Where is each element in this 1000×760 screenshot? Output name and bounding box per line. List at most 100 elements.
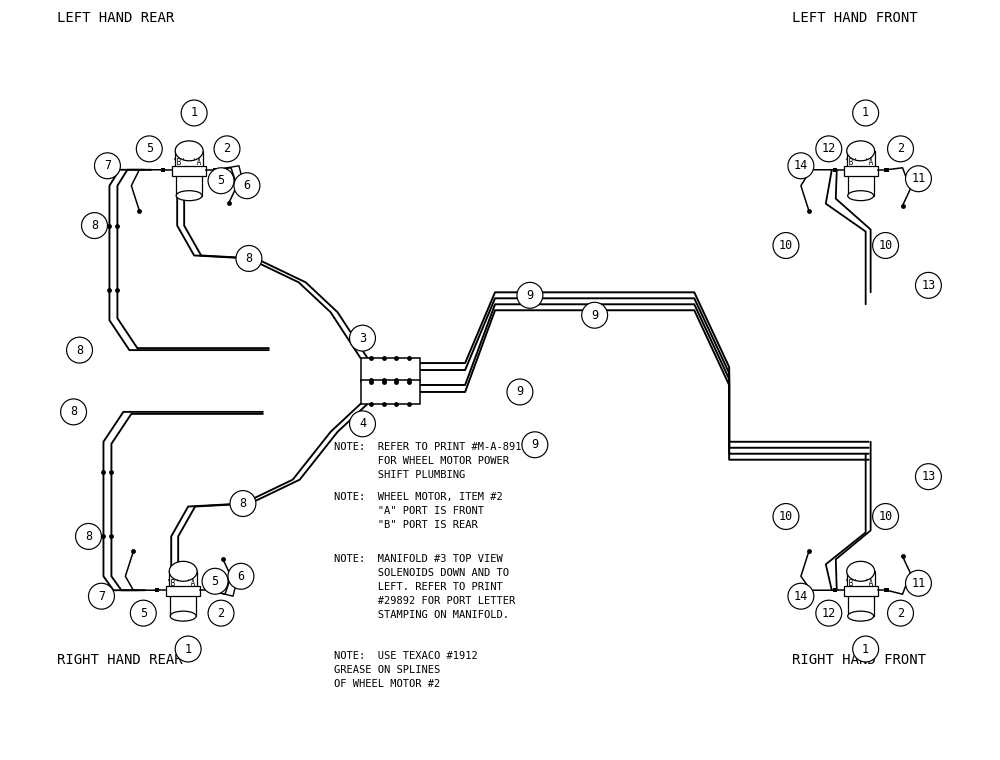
Text: 'B': 'B': [844, 158, 858, 167]
Ellipse shape: [847, 562, 875, 581]
Text: 6: 6: [243, 179, 250, 192]
Text: 'B': 'B': [166, 578, 180, 587]
Circle shape: [773, 504, 799, 530]
Text: 'A': 'A': [192, 158, 206, 167]
Circle shape: [236, 245, 262, 271]
Bar: [847, 150, 875, 169]
Bar: [213, 167, 217, 172]
Circle shape: [234, 173, 260, 198]
Text: 4: 4: [359, 417, 366, 430]
Bar: [161, 167, 165, 172]
Text: 10: 10: [779, 510, 793, 523]
Circle shape: [873, 504, 899, 530]
Text: 12: 12: [822, 142, 836, 155]
Circle shape: [130, 600, 156, 626]
Text: 5: 5: [146, 142, 153, 155]
Bar: [848, 594, 874, 616]
Text: 8: 8: [85, 530, 92, 543]
Circle shape: [853, 636, 879, 662]
Bar: [833, 588, 837, 593]
Circle shape: [181, 100, 207, 126]
Text: LEFT HAND FRONT: LEFT HAND FRONT: [792, 11, 918, 25]
Text: RIGHT HAND REAR: RIGHT HAND REAR: [57, 653, 182, 667]
Text: 8: 8: [245, 252, 252, 265]
Bar: [844, 586, 878, 596]
Bar: [175, 150, 203, 169]
Circle shape: [76, 524, 101, 549]
Circle shape: [773, 233, 799, 258]
Text: 1: 1: [862, 642, 869, 656]
Text: 14: 14: [794, 160, 808, 173]
Circle shape: [94, 153, 120, 179]
Text: 6: 6: [237, 570, 245, 583]
Text: 9: 9: [531, 439, 538, 451]
Text: 9: 9: [591, 309, 598, 321]
Circle shape: [788, 583, 814, 610]
Circle shape: [61, 399, 87, 425]
Circle shape: [915, 272, 941, 298]
Text: 'B': 'B': [172, 158, 186, 167]
Bar: [176, 174, 202, 195]
Circle shape: [228, 563, 254, 589]
Circle shape: [507, 379, 533, 405]
Circle shape: [888, 600, 913, 626]
Circle shape: [202, 568, 228, 594]
Text: 8: 8: [76, 344, 83, 356]
Ellipse shape: [176, 191, 202, 201]
Text: LEFT HAND REAR: LEFT HAND REAR: [57, 11, 174, 25]
Circle shape: [350, 411, 375, 437]
Ellipse shape: [848, 611, 874, 621]
Text: 5: 5: [217, 174, 225, 187]
Bar: [172, 166, 206, 176]
Circle shape: [208, 600, 234, 626]
Bar: [207, 588, 211, 593]
Bar: [361, 380, 420, 404]
Text: 7: 7: [98, 590, 105, 603]
Circle shape: [89, 583, 114, 610]
Circle shape: [906, 166, 931, 192]
Text: 1: 1: [862, 106, 869, 119]
Text: 5: 5: [140, 606, 147, 619]
Bar: [361, 358, 420, 382]
Text: 'A': 'A': [186, 578, 200, 587]
Text: 1: 1: [191, 106, 198, 119]
Text: 9: 9: [516, 385, 523, 398]
Text: NOTE:  USE TEXACO #1912
GREASE ON SPLINES
OF WHEEL MOTOR #2: NOTE: USE TEXACO #1912 GREASE ON SPLINES…: [334, 651, 477, 689]
Text: 14: 14: [794, 590, 808, 603]
Circle shape: [67, 337, 92, 363]
Text: 12: 12: [822, 606, 836, 619]
Bar: [166, 586, 200, 596]
Text: NOTE:  MANIFOLD #3 TOP VIEW
       SOLENOIDS DOWN AND TO
       LEFT. REFER TO P: NOTE: MANIFOLD #3 TOP VIEW SOLENOIDS DOW…: [334, 554, 515, 620]
Text: 1: 1: [185, 642, 192, 656]
Text: 8: 8: [70, 405, 77, 419]
Circle shape: [582, 302, 608, 328]
Circle shape: [788, 153, 814, 179]
Text: 10: 10: [878, 510, 893, 523]
Ellipse shape: [847, 141, 875, 161]
Circle shape: [175, 636, 201, 662]
Bar: [169, 572, 197, 589]
Circle shape: [517, 283, 543, 309]
Text: NOTE:  WHEEL MOTOR, ITEM #2
       "A" PORT IS FRONT
       "B" PORT IS REAR: NOTE: WHEEL MOTOR, ITEM #2 "A" PORT IS F…: [334, 492, 502, 530]
Bar: [833, 167, 837, 172]
Text: 'A': 'A': [864, 578, 878, 587]
Bar: [884, 167, 889, 172]
Circle shape: [522, 432, 548, 458]
Bar: [155, 588, 159, 593]
Circle shape: [82, 213, 107, 239]
Text: 13: 13: [921, 279, 936, 292]
Ellipse shape: [170, 611, 196, 621]
Circle shape: [853, 100, 879, 126]
Circle shape: [816, 600, 842, 626]
Text: 11: 11: [911, 173, 926, 185]
Text: 2: 2: [217, 606, 225, 619]
Circle shape: [230, 491, 256, 517]
Text: NOTE:  REFER TO PRINT #M-A-891
       FOR WHEEL MOTOR POWER
       SHIFT PLUMBIN: NOTE: REFER TO PRINT #M-A-891 FOR WHEEL …: [334, 442, 521, 480]
Bar: [848, 174, 874, 195]
Ellipse shape: [848, 191, 874, 201]
Text: 8: 8: [239, 497, 247, 510]
Circle shape: [214, 136, 240, 162]
Circle shape: [136, 136, 162, 162]
Text: 'A': 'A': [864, 158, 878, 167]
Text: RIGHT HAND FRONT: RIGHT HAND FRONT: [792, 653, 926, 667]
